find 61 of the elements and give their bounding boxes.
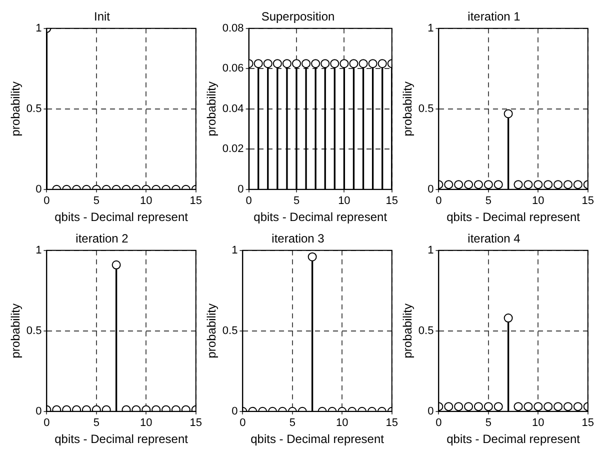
x-tick-label: 0 xyxy=(436,417,442,430)
y-tick-label: 1 xyxy=(36,22,42,34)
chart-title: Init xyxy=(94,10,111,24)
y-tick-label: 0.02 xyxy=(222,143,244,156)
x-axis-title: qbits - Decimal represent xyxy=(446,432,581,446)
x-axis-title: qbits - Decimal represent xyxy=(54,210,189,224)
x-axis-title: qbits - Decimal represent xyxy=(446,210,581,224)
y-tick-label: 0.5 xyxy=(26,324,42,337)
y-tick-label: 0 xyxy=(36,405,42,418)
chart-title: iteration 2 xyxy=(76,232,129,246)
y-axis-title: probability xyxy=(8,304,23,358)
x-tick-label: 10 xyxy=(532,417,544,430)
x-tick-label: 15 xyxy=(582,195,594,208)
chart-title: iteration 1 xyxy=(468,10,521,24)
y-tick-label: 0.5 xyxy=(222,324,238,337)
y-tick-label: 0 xyxy=(428,405,434,418)
x-tick-label: 5 xyxy=(485,417,492,430)
y-tick-label: 0 xyxy=(36,183,42,196)
x-axis-title: qbits - Decimal represent xyxy=(250,432,385,446)
x-tick-label: 10 xyxy=(338,195,350,208)
x-tick-label: 10 xyxy=(532,195,544,208)
y-tick-label: 0 xyxy=(428,183,434,196)
x-tick-label: 0 xyxy=(44,195,50,208)
x-tick-label: 10 xyxy=(140,417,152,430)
x-tick-label: 0 xyxy=(44,417,50,430)
x-tick-label: 5 xyxy=(93,417,100,430)
y-axis-title: probability xyxy=(204,304,219,358)
x-axis-title: qbits - Decimal represent xyxy=(54,432,189,446)
x-tick-label: 5 xyxy=(485,195,492,208)
chart-title: Superposition xyxy=(261,10,335,24)
chart-title: iteration 3 xyxy=(272,232,325,246)
y-tick-label: 0.08 xyxy=(222,22,244,34)
y-tick-label: 1 xyxy=(232,244,238,256)
y-tick-label: 0.5 xyxy=(418,324,434,337)
x-tick-label: 15 xyxy=(190,195,202,208)
x-tick-label: 5 xyxy=(93,195,100,208)
x-tick-label: 0 xyxy=(436,195,442,208)
x-tick-label: 15 xyxy=(386,417,398,430)
x-tick-label: 15 xyxy=(386,195,398,208)
y-tick-label: 0.04 xyxy=(222,102,244,115)
y-tick-label: 0 xyxy=(232,405,238,418)
y-tick-label: 1 xyxy=(428,244,434,256)
y-tick-label: 0.5 xyxy=(26,102,42,115)
y-tick-label: 0.06 xyxy=(222,62,244,75)
x-tick-label: 15 xyxy=(582,417,594,430)
y-axis-title: probability xyxy=(204,82,219,136)
y-axis-title: probability xyxy=(8,82,23,136)
y-tick-label: 0.5 xyxy=(418,102,434,115)
y-tick-label: 1 xyxy=(36,244,42,256)
y-tick-label: 0 xyxy=(238,183,244,196)
y-axis-title: probability xyxy=(400,82,415,136)
y-tick-label: 1 xyxy=(428,22,434,34)
x-tick-label: 0 xyxy=(246,195,252,208)
x-tick-label: 10 xyxy=(140,195,152,208)
x-tick-label: 5 xyxy=(293,195,300,208)
chart-title: iteration 4 xyxy=(468,232,521,246)
y-axis-title: probability xyxy=(400,304,415,358)
x-axis-title: qbits - Decimal represent xyxy=(254,210,388,224)
x-tick-label: 5 xyxy=(289,417,296,430)
x-tick-label: 10 xyxy=(336,417,348,430)
x-tick-label: 15 xyxy=(190,417,202,430)
